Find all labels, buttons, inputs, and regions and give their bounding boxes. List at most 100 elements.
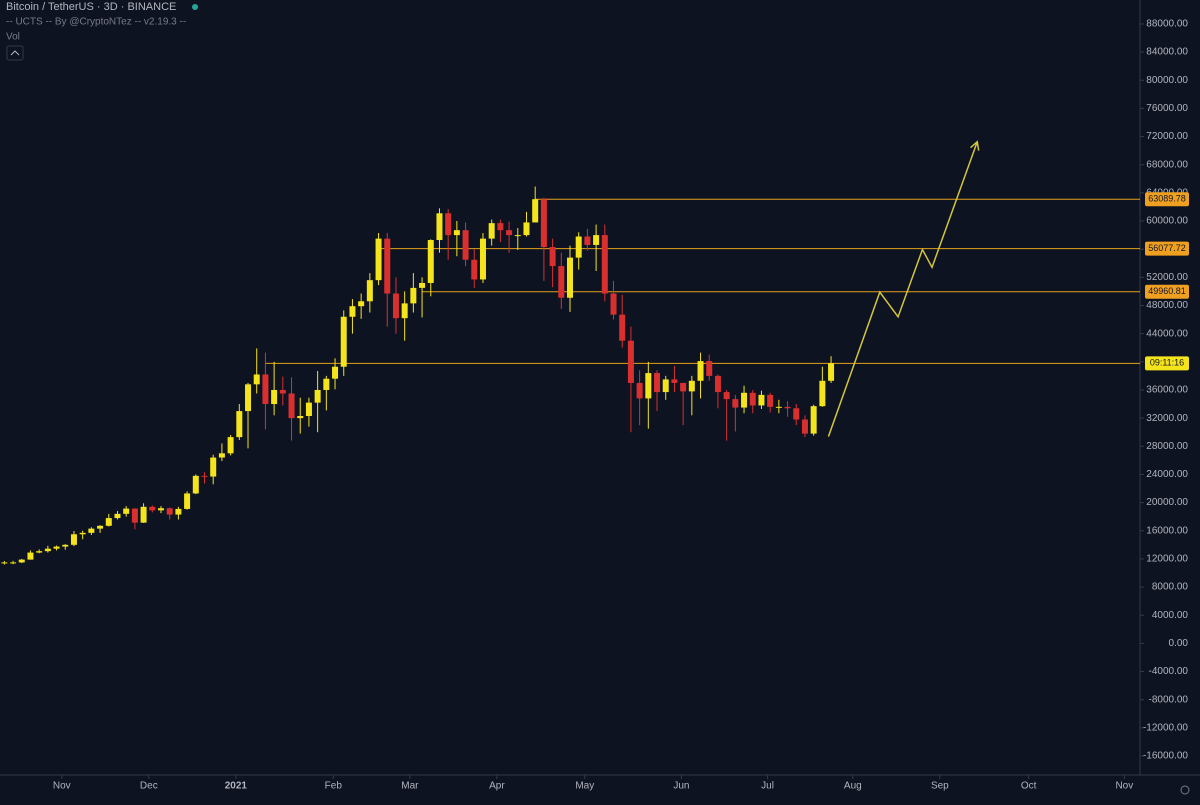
candle-body [149,506,156,511]
candle-body [366,280,373,302]
candle-body [105,518,112,526]
level-label: 63089.78 [1148,194,1186,204]
candle-body [262,374,269,405]
candle-body [88,528,95,533]
candle-body [706,361,713,376]
candle-body [540,199,547,248]
y-tick-label: 76000.00 [1146,103,1188,114]
candle-body [749,392,756,406]
candle-body [192,475,199,494]
status-dot [192,4,198,10]
candle-body [279,389,286,394]
y-tick-label: 8000.00 [1152,582,1189,593]
y-tick-label: -16000.00 [1143,751,1188,762]
y-tick-label: 28000.00 [1146,441,1188,452]
candle-body [79,532,86,535]
y-tick-label: 88000.00 [1146,19,1188,30]
candle-body [436,213,443,241]
candle-body [767,394,774,407]
projection-path [827,141,978,437]
y-tick-label: 4000.00 [1152,610,1189,621]
candle-body [392,293,399,319]
candle-body [514,235,521,237]
candle-body [375,238,382,281]
candle-body [619,314,626,341]
candle-body [741,392,748,408]
x-tick-label: Feb [325,781,343,792]
level-label-box [1145,356,1189,371]
candle-body [532,199,539,223]
level-label-box [1145,192,1189,207]
y-tick-label: -8000.00 [1149,694,1189,705]
candle-body [410,287,417,304]
candle-body [419,282,426,288]
candle-body [384,238,391,294]
candle-body [775,406,782,408]
candle-body [714,375,721,393]
x-tick-label: Aug [844,781,862,792]
candle-body [479,238,486,280]
candle-body [636,382,643,399]
candle-body [627,340,634,383]
volume-label: Vol [6,32,20,43]
x-tick-label: Oct [1021,781,1037,792]
y-tick-label: 20000.00 [1146,497,1188,508]
y-tick-label: 36000.00 [1146,385,1188,396]
candle-body [671,379,678,383]
candle-body [549,247,556,267]
candle-body [349,306,356,317]
candle-body [18,559,25,563]
candle-body [271,389,278,405]
candle-body [680,382,687,392]
candle-body [253,374,260,385]
candle-body [575,236,582,258]
y-tick-label: 72000.00 [1146,131,1188,142]
y-tick-label: 84000.00 [1146,47,1188,58]
y-tick-label: 68000.00 [1146,159,1188,170]
x-tick-label: Sep [931,781,949,792]
candle-body [201,475,208,477]
candle-body [810,406,817,434]
candle-body [593,235,600,245]
settings-button[interactable] [1180,785,1190,795]
candle-body [462,230,469,260]
y-tick-label: 12000.00 [1146,554,1188,565]
candle-body [497,223,504,231]
candle-body [97,525,104,529]
x-tick-label: Nov [53,781,71,792]
candle-body [1,562,8,564]
candle-body [723,392,730,400]
candle-body [53,546,60,549]
candle-body [819,380,826,407]
candle-body [227,437,234,454]
candle-body [471,259,478,280]
level-label: 56077.72 [1148,243,1186,253]
candle-body [140,506,147,523]
candle-body [288,393,295,419]
candle-body [62,544,69,547]
x-tick-label: Jun [673,781,689,792]
x-tick-label: 2021 [225,781,248,792]
candle-body [662,379,669,393]
candle-body [27,552,34,560]
x-tick-label: May [575,781,594,792]
candle-body [601,235,608,294]
x-tick-label: Jul [761,781,774,792]
y-tick-label: 60000.00 [1146,216,1188,227]
indicator-label: -- UCTS -- By @CryptoNTez -- v2.19.3 -- [6,17,186,28]
candle-body [697,361,704,381]
candle-body [523,222,530,236]
candle-body [114,513,121,519]
candle-body [297,416,304,419]
candle-body [654,373,661,393]
candle-body [645,373,652,399]
candle-body [506,230,513,236]
collapse-button[interactable] [6,45,24,61]
candle-body [453,230,460,236]
x-tick-label: Mar [401,781,419,792]
candle-body [358,301,365,307]
candle-body [445,213,452,236]
x-tick-label: Dec [140,781,158,792]
